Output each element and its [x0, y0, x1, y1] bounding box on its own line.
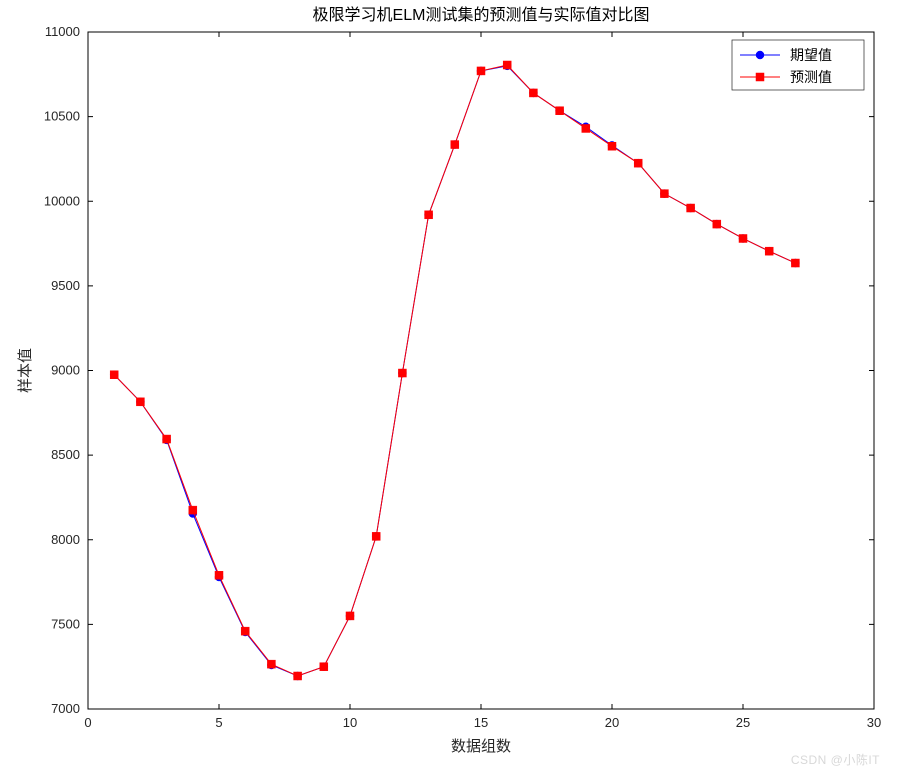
legend-marker-0	[756, 51, 764, 59]
chart-title: 极限学习机ELM测试集的预测值与实际值对比图	[313, 6, 650, 24]
series-marker-1	[634, 159, 642, 167]
chart-svg: 0 5 10 15 20 25 30 7000 7500 8000 8500 9000 9500 1000…	[0, 0, 898, 774]
y-tick-label: 11000	[45, 24, 80, 39]
series-marker-1	[765, 247, 773, 255]
series-marker-1	[425, 211, 433, 219]
legend-marker-1	[756, 73, 764, 81]
x-tick-label: 30	[867, 715, 881, 730]
x-tick-label: 10	[343, 715, 357, 730]
series-marker-1	[110, 371, 118, 379]
x-tick-label: 5	[215, 715, 222, 730]
y-tick-label: 8000	[51, 532, 80, 547]
series-marker-1	[739, 234, 747, 242]
series-marker-1	[267, 660, 275, 668]
series-marker-1	[320, 663, 328, 671]
series-marker-1	[687, 204, 695, 212]
series-marker-1	[713, 220, 721, 228]
series-marker-1	[215, 571, 223, 579]
series-marker-1	[529, 89, 537, 97]
x-tick-label: 0	[84, 715, 91, 730]
series-marker-1	[372, 532, 380, 540]
series-marker-1	[608, 142, 616, 150]
series-marker-1	[136, 398, 144, 406]
series-line-1	[114, 65, 795, 676]
y-tick-label: 10500	[44, 109, 80, 124]
series-marker-1	[451, 141, 459, 149]
x-tick-label: 20	[605, 715, 619, 730]
series-line-0	[114, 66, 795, 676]
series-marker-1	[163, 435, 171, 443]
y-tick-label: 7000	[51, 701, 80, 716]
series-marker-1	[189, 506, 197, 514]
series-marker-1	[791, 259, 799, 267]
series-marker-1	[294, 672, 302, 680]
legend-label-1: 预测值	[790, 69, 832, 85]
series-marker-1	[241, 627, 249, 635]
series-marker-1	[582, 124, 590, 132]
x-tick-label: 25	[736, 715, 750, 730]
y-tick-label: 7500	[51, 616, 80, 631]
y-tick-label: 8500	[51, 447, 80, 462]
series-marker-1	[503, 61, 511, 69]
y-tick-label: 9000	[51, 363, 80, 378]
legend-label-0: 期望值	[790, 47, 832, 63]
y-axis-label: 样本值	[17, 348, 34, 393]
series-marker-1	[660, 190, 668, 198]
plot-box	[88, 32, 874, 709]
y-tick-label: 10000	[44, 193, 80, 208]
series-marker-1	[477, 67, 485, 75]
y-tick-label: 9500	[51, 278, 80, 293]
series-marker-1	[398, 369, 406, 377]
series-marker-1	[346, 612, 354, 620]
x-tick-label: 15	[474, 715, 488, 730]
series-marker-1	[556, 107, 564, 115]
x-axis-label: 数据组数	[451, 738, 511, 755]
chart-container: 0 5 10 15 20 25 30 7000 7500 8000 8500 9000 9500 1000…	[0, 0, 898, 774]
